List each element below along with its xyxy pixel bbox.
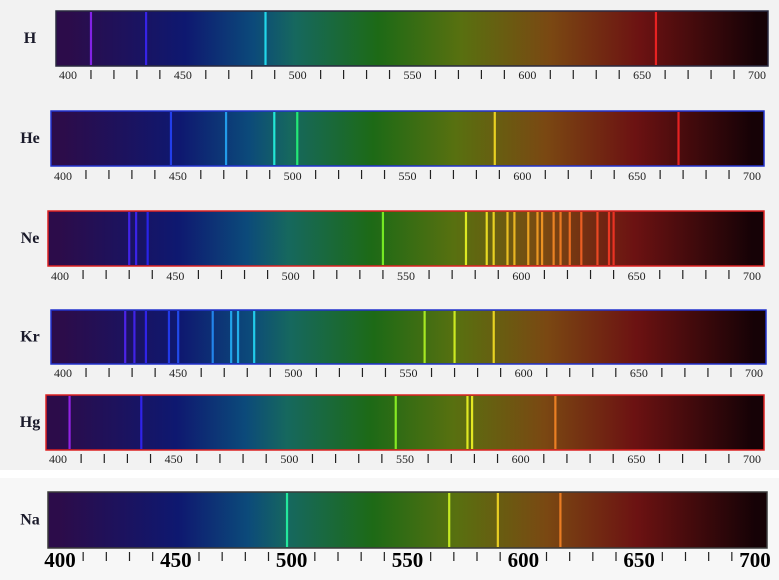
tick-label: 650	[630, 366, 648, 380]
tick-label: 600	[512, 452, 530, 466]
tick-label: 450	[169, 366, 187, 380]
tick-label: 500	[284, 169, 302, 183]
tick-label: 700	[739, 548, 771, 572]
spectrum-bar	[47, 210, 765, 267]
tick-label: 500	[276, 548, 308, 572]
tick-label: 450	[174, 68, 192, 82]
tick-label: 650	[627, 452, 645, 466]
spectrum-bar	[50, 309, 767, 365]
element-label: Kr	[20, 329, 40, 346]
tick-label: 700	[745, 366, 763, 380]
spectrum-bar	[47, 491, 768, 549]
tick-label: 600	[512, 269, 530, 283]
tick-label: 500	[289, 68, 307, 82]
tick-label: 450	[160, 548, 192, 572]
element-label: Na	[20, 512, 40, 529]
tick-label: 400	[59, 68, 77, 82]
tick-label: 550	[396, 452, 414, 466]
element-label: H	[24, 30, 37, 47]
tick-label: 550	[392, 548, 424, 572]
tick-label: 450	[165, 452, 183, 466]
tick-label: 600	[513, 169, 531, 183]
tick-label: 500	[284, 366, 302, 380]
tick-label: 650	[623, 548, 655, 572]
tick-label: 700	[748, 68, 766, 82]
tick-label: 450	[166, 269, 184, 283]
tick-label: 500	[282, 269, 300, 283]
spectrum-bar	[50, 110, 765, 167]
tick-label: 650	[628, 269, 646, 283]
spectrum-bar	[55, 10, 769, 67]
spectrum-bar	[45, 394, 765, 451]
tick-label: 650	[633, 68, 651, 82]
tick-label: 450	[169, 169, 187, 183]
element-label: Hg	[20, 414, 40, 431]
element-label: He	[20, 130, 40, 147]
tick-label: 600	[508, 548, 540, 572]
tick-label: 700	[743, 169, 761, 183]
tick-label: 700	[743, 269, 761, 283]
tick-label: 500	[280, 452, 298, 466]
tick-label: 550	[404, 68, 422, 82]
tick-label: 550	[397, 269, 415, 283]
tick-label: 650	[628, 169, 646, 183]
tick-label: 400	[44, 548, 76, 572]
tick-label: 400	[49, 452, 67, 466]
tick-label: 700	[743, 452, 761, 466]
tick-label: 400	[51, 269, 69, 283]
tick-label: 600	[515, 366, 533, 380]
tick-label: 400	[54, 366, 72, 380]
tick-label: 400	[54, 169, 72, 183]
tick-label: 550	[399, 169, 417, 183]
tick-label: 600	[518, 68, 536, 82]
tick-label: 550	[400, 366, 418, 380]
element-label: Ne	[21, 230, 40, 247]
